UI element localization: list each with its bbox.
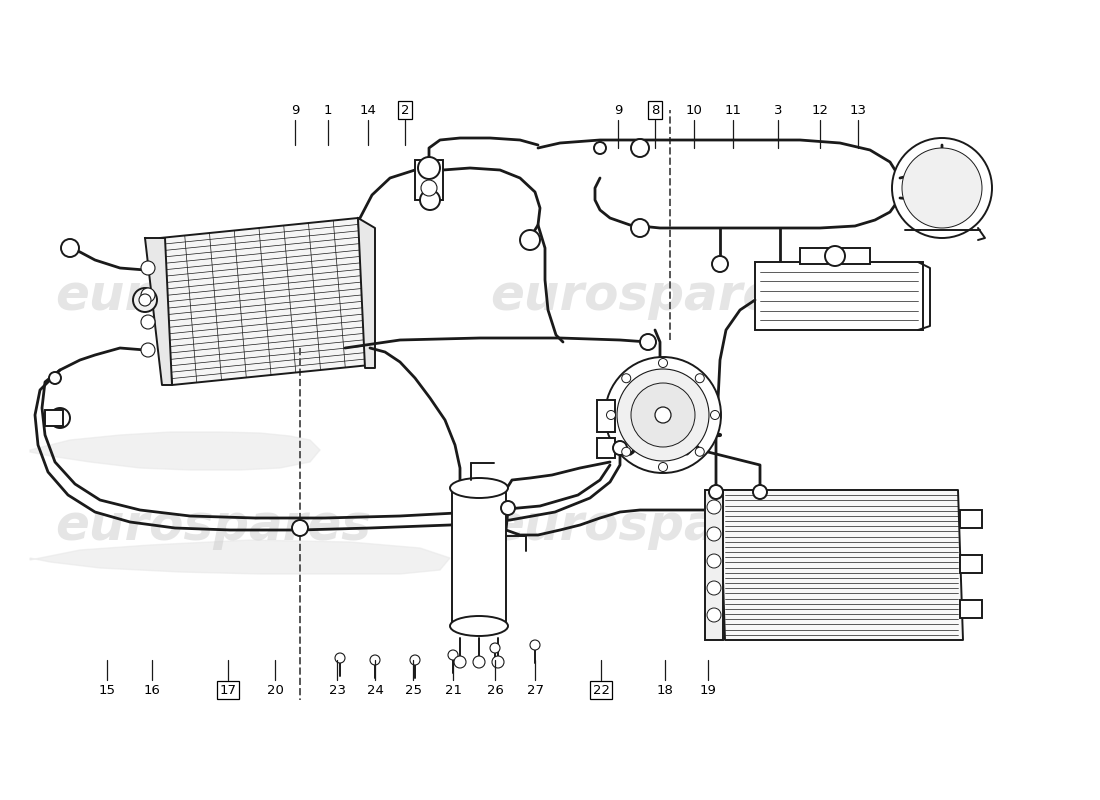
Circle shape: [50, 372, 60, 384]
Text: 8: 8: [651, 103, 659, 117]
Circle shape: [50, 408, 70, 428]
Circle shape: [631, 383, 695, 447]
Circle shape: [621, 374, 630, 382]
Circle shape: [141, 343, 155, 357]
Text: 11: 11: [725, 103, 741, 117]
Circle shape: [712, 256, 728, 272]
Polygon shape: [160, 218, 370, 385]
Circle shape: [492, 656, 504, 668]
Text: 20: 20: [266, 683, 284, 697]
Circle shape: [490, 643, 500, 653]
Text: eurospares: eurospares: [55, 502, 371, 550]
Circle shape: [448, 650, 458, 660]
Bar: [960, 600, 982, 618]
Polygon shape: [30, 540, 450, 574]
Ellipse shape: [450, 478, 508, 498]
Polygon shape: [30, 432, 320, 470]
Circle shape: [710, 485, 723, 499]
Circle shape: [613, 441, 627, 455]
Circle shape: [711, 410, 719, 419]
Circle shape: [594, 142, 606, 154]
Bar: [415, 160, 443, 200]
Text: eurospares: eurospares: [490, 502, 806, 550]
Circle shape: [825, 246, 845, 266]
Text: 12: 12: [812, 103, 828, 117]
Text: 16: 16: [144, 683, 161, 697]
Text: 23: 23: [329, 683, 345, 697]
Circle shape: [605, 357, 720, 473]
Text: eurospares: eurospares: [55, 272, 371, 320]
Circle shape: [141, 288, 155, 302]
Text: 2: 2: [400, 103, 409, 117]
Circle shape: [659, 358, 668, 367]
Polygon shape: [145, 238, 172, 385]
Circle shape: [707, 554, 721, 568]
Circle shape: [421, 180, 437, 196]
Text: 9: 9: [614, 103, 623, 117]
Bar: [755, 262, 923, 330]
Bar: [45, 410, 63, 426]
Circle shape: [902, 148, 982, 228]
Text: 18: 18: [657, 683, 673, 697]
Circle shape: [139, 294, 151, 306]
Circle shape: [707, 527, 721, 541]
Circle shape: [654, 407, 671, 423]
Circle shape: [292, 520, 308, 536]
Circle shape: [336, 653, 345, 663]
Bar: [960, 555, 982, 573]
Circle shape: [418, 157, 440, 179]
Ellipse shape: [450, 616, 508, 636]
Circle shape: [707, 500, 721, 514]
Bar: [452, 488, 506, 626]
Text: 14: 14: [360, 103, 376, 117]
Circle shape: [754, 485, 767, 499]
Circle shape: [141, 315, 155, 329]
Text: 3: 3: [773, 103, 782, 117]
Polygon shape: [720, 490, 962, 640]
Circle shape: [695, 374, 704, 382]
Circle shape: [621, 447, 630, 456]
Text: 13: 13: [849, 103, 867, 117]
Circle shape: [892, 138, 992, 238]
Bar: [597, 400, 615, 432]
Circle shape: [617, 369, 710, 461]
Circle shape: [606, 410, 616, 419]
Circle shape: [420, 190, 440, 210]
Circle shape: [707, 608, 721, 622]
Circle shape: [370, 655, 379, 665]
Circle shape: [631, 139, 649, 157]
Circle shape: [659, 462, 668, 471]
Text: 15: 15: [99, 683, 116, 697]
Text: 22: 22: [593, 683, 609, 697]
Circle shape: [695, 447, 704, 456]
Circle shape: [707, 581, 721, 595]
Circle shape: [473, 656, 485, 668]
Text: 21: 21: [444, 683, 462, 697]
Text: 27: 27: [527, 683, 543, 697]
Text: 1: 1: [323, 103, 332, 117]
Circle shape: [60, 239, 79, 257]
Text: 9: 9: [290, 103, 299, 117]
Circle shape: [631, 219, 649, 237]
Bar: [705, 490, 723, 640]
Bar: [597, 438, 615, 458]
Text: 17: 17: [220, 683, 236, 697]
Circle shape: [520, 230, 540, 250]
Text: eurospares: eurospares: [490, 272, 806, 320]
Polygon shape: [358, 218, 375, 368]
Text: 26: 26: [486, 683, 504, 697]
Circle shape: [500, 501, 515, 515]
Bar: [960, 510, 982, 528]
Circle shape: [133, 288, 157, 312]
Text: 19: 19: [700, 683, 716, 697]
Circle shape: [640, 334, 656, 350]
Circle shape: [530, 640, 540, 650]
Circle shape: [454, 656, 466, 668]
Text: 25: 25: [405, 683, 421, 697]
Text: 24: 24: [366, 683, 384, 697]
Bar: [800, 248, 870, 264]
Circle shape: [410, 655, 420, 665]
Circle shape: [141, 261, 155, 275]
Text: 10: 10: [685, 103, 703, 117]
